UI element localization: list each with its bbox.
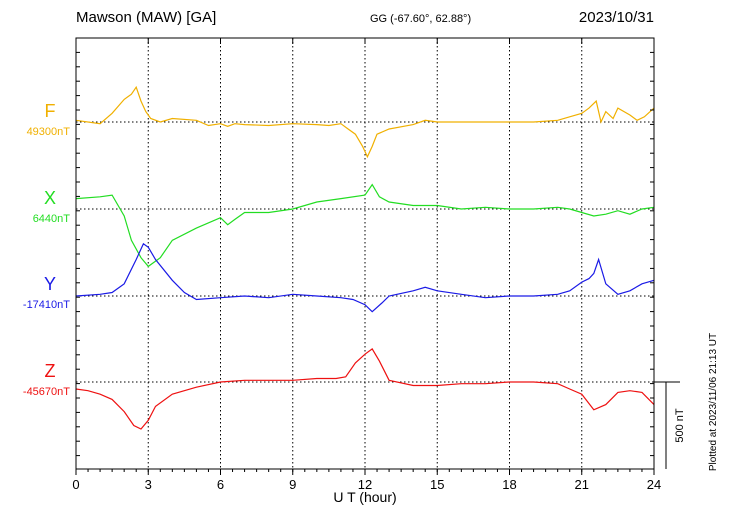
scale-bar: 500 nT: [654, 381, 686, 469]
series-line-y: [75, 242, 655, 313]
series-baseline-y: -17410nT: [23, 299, 70, 311]
x-tick-label: 24: [647, 477, 661, 492]
series-name-y: Y: [44, 274, 56, 294]
x-axis-label: U T (hour): [333, 489, 396, 505]
scale-bar-label: 500 nT: [674, 408, 686, 443]
grid-lines: [76, 38, 654, 469]
x-axis-ticks: 0 3 6 9 12 15 18 21 24: [72, 38, 661, 492]
x-tick-label: 6: [217, 477, 224, 492]
x-tick-label: 12: [358, 477, 372, 492]
x-tick-label: 0: [72, 477, 79, 492]
series-labels: F 49300nT X 6440nT Y -17410nT Z -45670nT: [23, 101, 70, 398]
series-line-z: [75, 348, 655, 430]
series-line-f: [75, 85, 655, 159]
series-baseline-z: -45670nT: [23, 386, 70, 398]
x-tick-label: 21: [575, 477, 589, 492]
x-tick-label: 15: [430, 477, 444, 492]
x-tick-label: 3: [145, 477, 152, 492]
plot-date: 2023/10/31: [579, 9, 654, 26]
series-name-z: Z: [45, 361, 56, 381]
station-coordinates: GG (-67.60°, 62.88°): [370, 13, 471, 25]
series-lines: [75, 85, 655, 430]
x-tick-label: 9: [289, 477, 296, 492]
x-tick-label: 18: [502, 477, 516, 492]
series-name-f: F: [45, 101, 56, 121]
plotted-timestamp: Plotted at 2023/11/06 21:13 UT: [708, 333, 719, 471]
station-title: Mawson (MAW) [GA]: [76, 9, 216, 26]
series-baseline-x: 6440nT: [33, 213, 71, 225]
series-name-x: X: [44, 188, 56, 208]
series-line-x: [75, 183, 655, 268]
series-baseline-f: 49300nT: [27, 126, 71, 138]
